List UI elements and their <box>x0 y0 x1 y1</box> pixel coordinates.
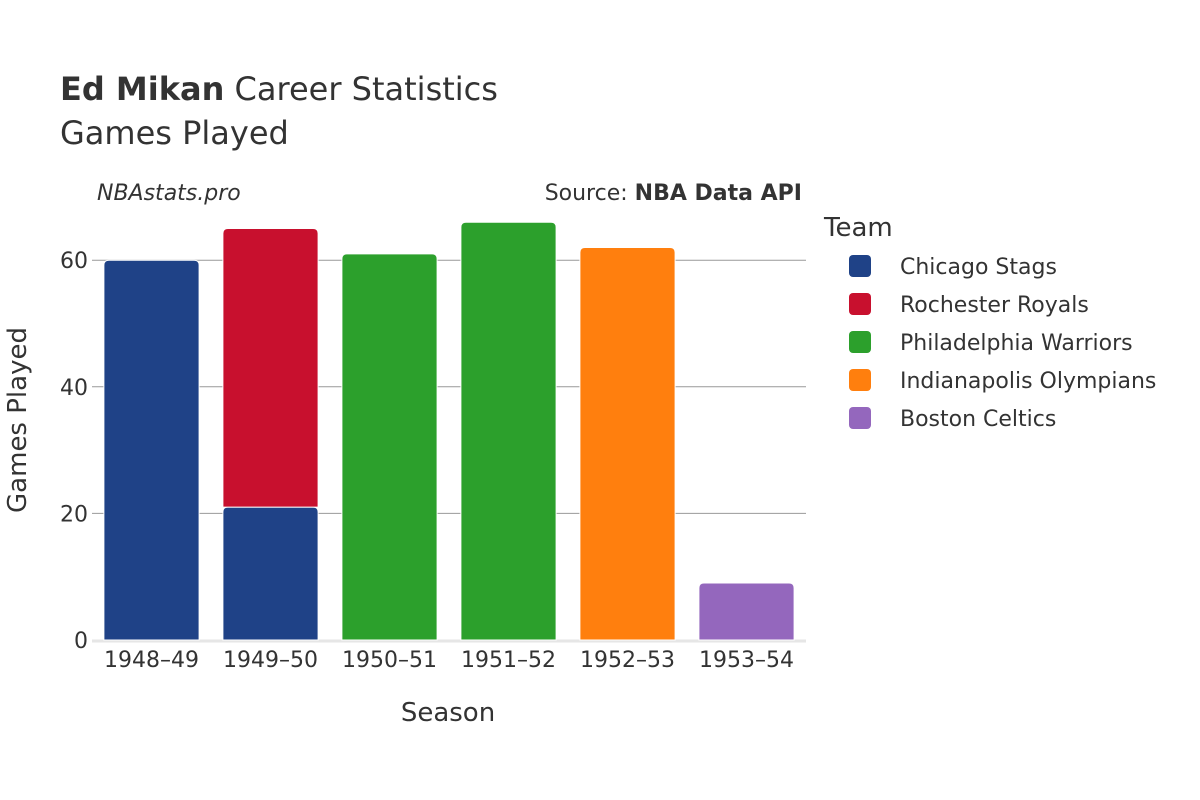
bar[interactable] <box>341 253 438 641</box>
legend-label[interactable]: Boston Celtics <box>900 407 1056 432</box>
bars <box>103 221 795 641</box>
x-axis-ticks: 1948–49 1949–50 1950–51 1951–52 1952–53 1953–… <box>104 648 794 673</box>
chart-title: Ed Mikan Career Statistics <box>60 70 498 108</box>
bar[interactable] <box>222 506 319 641</box>
x-tick-label: 1951–52 <box>461 648 556 673</box>
x-tick-label: 1948–49 <box>104 648 199 673</box>
x-axis-label: Season <box>401 698 495 728</box>
title-player-name: Ed Mikan <box>60 70 224 108</box>
title-rest: Career Statistics <box>224 70 498 108</box>
legend-title: Team <box>823 213 893 243</box>
x-tick-label: 1949–50 <box>223 648 318 673</box>
legend-label[interactable]: Chicago Stags <box>900 255 1057 280</box>
gridlines <box>92 259 806 643</box>
source-label: Source: NBA Data API <box>545 181 802 206</box>
bar[interactable] <box>222 228 319 508</box>
legend-swatch[interactable] <box>849 369 871 391</box>
legend-swatch[interactable] <box>849 293 871 315</box>
bar[interactable] <box>460 221 557 641</box>
legend-label[interactable]: Indianapolis Olympians <box>900 369 1156 394</box>
watermark: NBAstats.pro <box>97 181 241 206</box>
chart-subtitle: Games Played <box>60 114 289 152</box>
legend-label[interactable]: Rochester Royals <box>900 293 1089 318</box>
x-tick-label: 1952–53 <box>580 648 675 673</box>
legend-swatch[interactable] <box>849 255 871 277</box>
source-name: NBA Data API <box>635 181 802 206</box>
bar[interactable] <box>698 582 795 641</box>
bar[interactable] <box>579 247 676 641</box>
x-tick-label: 1950–51 <box>342 648 437 673</box>
x-tick-label: 1953–54 <box>699 648 794 673</box>
legend-swatch[interactable] <box>849 407 871 429</box>
y-tick-label: 60 <box>60 249 88 274</box>
bar[interactable] <box>103 259 200 641</box>
legend: Team Chicago Stags Rochester Royals Philad… <box>823 213 1156 432</box>
y-axis-label: Games Played <box>3 327 33 513</box>
y-axis-ticks: 0 20 40 60 <box>60 249 88 654</box>
legend-swatch[interactable] <box>849 331 871 353</box>
y-tick-label: 40 <box>60 376 88 401</box>
y-tick-label: 0 <box>74 629 88 654</box>
y-tick-label: 20 <box>60 502 88 527</box>
source-prefix: Source: <box>545 181 635 206</box>
legend-label[interactable]: Philadelphia Warriors <box>900 331 1133 356</box>
